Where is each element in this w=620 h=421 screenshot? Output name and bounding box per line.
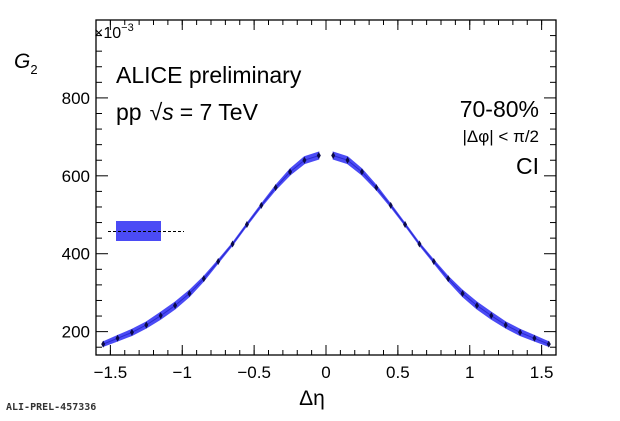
- band-left: [102, 151, 320, 348]
- y-tick-label: 200: [62, 323, 90, 342]
- data-point: [331, 152, 336, 160]
- data-point: [115, 334, 120, 342]
- data-point: [101, 340, 106, 348]
- data-point: [244, 221, 249, 229]
- data-point: [474, 302, 479, 310]
- data-point: [216, 258, 221, 266]
- data-point: [518, 328, 523, 336]
- data-point: [345, 156, 350, 164]
- data-point: [187, 289, 192, 297]
- data-point: [316, 152, 321, 160]
- series-line-left: [103, 155, 319, 345]
- figure-id: ALI-PREL-457336: [6, 402, 97, 413]
- data-point: [546, 340, 551, 348]
- x-tick-label: 0: [321, 363, 330, 382]
- y-tick-label: 400: [62, 245, 90, 264]
- data-point: [374, 184, 379, 191]
- experiment-label: ALICE preliminary: [116, 62, 302, 88]
- y-multiplier: ×10−3: [94, 22, 134, 42]
- series-line-right: [333, 155, 549, 345]
- data-point: [201, 275, 206, 283]
- y-tick-label: 800: [62, 89, 90, 108]
- data-point: [359, 168, 364, 176]
- phi-cut-label: |Δφ| < π/2: [463, 127, 540, 146]
- x-axis-title: Δη: [299, 387, 325, 410]
- data-point: [503, 321, 508, 329]
- charge-label: CI: [516, 153, 539, 179]
- data-point: [129, 328, 134, 336]
- data-point: [489, 312, 494, 320]
- data-point: [173, 302, 178, 310]
- centrality-label: 70-80%: [460, 96, 539, 122]
- legend: [108, 221, 184, 241]
- data-point: [431, 258, 436, 266]
- data-point: [230, 240, 235, 248]
- data-point: [273, 184, 278, 191]
- data-point: [446, 275, 451, 283]
- x-tick-label: 1: [465, 363, 474, 382]
- data-point: [259, 201, 264, 209]
- y-tick-label: 600: [62, 167, 90, 186]
- data-point: [403, 221, 408, 229]
- data-point: [302, 156, 307, 164]
- energy-label: pp √s = 7 TeV: [116, 99, 259, 125]
- data-point: [388, 201, 393, 209]
- data-point: [532, 334, 537, 342]
- x-tick-label: 1.5: [530, 363, 554, 382]
- band-right: [332, 151, 550, 348]
- x-tick-label: −1.5: [94, 363, 128, 382]
- x-tick-label: −1: [173, 363, 192, 382]
- y-axis-title: G2: [14, 50, 38, 77]
- data-point: [417, 240, 422, 248]
- data-point: [144, 321, 149, 329]
- data-point: [460, 289, 465, 297]
- x-tick-label: −0.5: [237, 363, 271, 382]
- x-tick-label: 0.5: [386, 363, 410, 382]
- data-point: [288, 168, 293, 176]
- data-point: [158, 312, 163, 320]
